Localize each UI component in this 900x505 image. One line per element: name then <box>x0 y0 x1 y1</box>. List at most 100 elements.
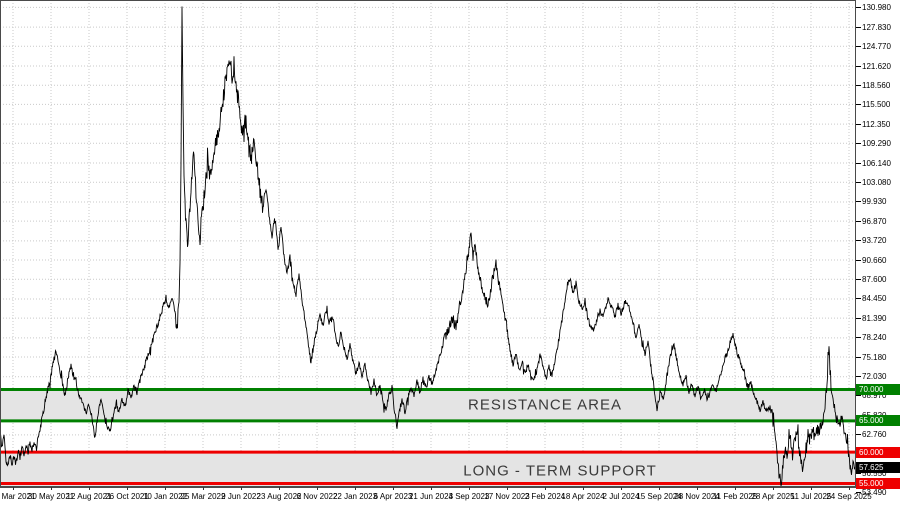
date-tick <box>393 487 394 490</box>
date-axis-label: 11 Jul 2025 <box>790 492 832 501</box>
date-tick <box>735 487 736 490</box>
date-axis-label: 10 Jan 2022 <box>142 492 188 501</box>
date-tick <box>469 487 470 490</box>
date-axis-label: 22 Jan 2023 <box>332 492 378 501</box>
resistance-area-label: RESISTANCE AREA <box>468 396 622 414</box>
date-tick <box>127 487 128 490</box>
resistance-bottom-price-tag[interactable]: 65.000 <box>856 415 900 427</box>
price-axis-label: 78.240 <box>862 333 887 343</box>
date-axis-label: 6 Nov 2022 <box>296 492 338 501</box>
price-axis-panel[interactable] <box>857 0 900 487</box>
date-axis-label: 9 Jun 2022 <box>221 492 261 501</box>
date-tick <box>317 487 318 490</box>
price-tick <box>856 240 861 242</box>
price-tick <box>856 376 861 378</box>
date-tick <box>51 487 52 490</box>
price-tick <box>856 142 861 144</box>
price-tick <box>856 201 861 203</box>
price-tick <box>856 434 861 436</box>
date-tick <box>773 487 774 490</box>
date-axis-label: 23 Aug 2022 <box>256 492 302 501</box>
date-tick <box>355 487 356 490</box>
date-tick <box>849 487 850 490</box>
price-axis-label: 81.390 <box>862 313 887 323</box>
price-tick <box>856 259 861 261</box>
resistance-top-price-tag[interactable]: 70.000 <box>856 384 900 395</box>
resistance-zone <box>0 389 856 421</box>
date-tick <box>697 487 698 490</box>
price-tick <box>856 45 861 47</box>
date-axis-label: 2 Jul 2024 <box>602 492 640 501</box>
price-tick <box>856 317 861 319</box>
price-axis-label: 93.720 <box>862 236 887 246</box>
date-axis-label: 15 Mar 2021 <box>0 492 36 501</box>
price-axis-label: 106.140 <box>862 158 891 168</box>
date-axis-label: 28 Apr 2025 <box>751 492 795 501</box>
price-axis-label: 62.760 <box>862 430 887 440</box>
price-axis-label: 118.560 <box>862 80 891 90</box>
date-axis-label: 12 Aug 2021 <box>66 492 112 501</box>
date-axis-label: 30 May 2021 <box>27 492 75 501</box>
price-axis-label: 121.620 <box>862 61 891 71</box>
price-tick <box>856 6 861 8</box>
price-axis-label: 99.930 <box>862 197 887 207</box>
date-axis-label: 2 Feb 2024 <box>524 492 566 501</box>
date-axis-label: 15 Sep 2024 <box>636 492 682 501</box>
price-tick <box>856 84 861 86</box>
price-axis-label: 112.350 <box>862 119 891 129</box>
price-tick <box>856 65 861 67</box>
price-axis-label: 87.600 <box>862 274 887 284</box>
date-tick <box>89 487 90 490</box>
date-axis-label: 24 Sep 2025 <box>826 492 872 501</box>
support-zone <box>0 452 856 487</box>
price-tick <box>856 123 861 125</box>
price-axis-label: 124.770 <box>862 41 891 51</box>
price-axis-label: 127.830 <box>862 22 891 32</box>
date-tick <box>545 487 546 490</box>
price-tick <box>856 337 861 339</box>
date-axis-label: 18 Apr 2024 <box>561 492 605 501</box>
date-tick <box>621 487 622 490</box>
current-price-tag: 57.625 <box>856 461 900 473</box>
support-bottom-price-tag[interactable]: 55.000 <box>856 478 900 489</box>
price-tick <box>856 395 861 397</box>
price-axis-label: 56.550 <box>862 469 887 479</box>
price-axis-label: 96.870 <box>862 216 887 226</box>
date-axis-label: 28 Nov 2024 <box>674 492 720 501</box>
price-tick <box>856 298 861 300</box>
date-axis-label: 6 Apr 2023 <box>373 492 413 501</box>
support-top-price-tag[interactable]: 60.000 <box>856 446 900 458</box>
date-tick <box>279 487 280 490</box>
date-tick <box>659 487 660 490</box>
date-tick <box>203 487 204 490</box>
price-tick <box>856 492 861 494</box>
price-tick <box>856 220 861 222</box>
price-tick <box>856 181 861 183</box>
price-axis-label: 84.450 <box>862 294 887 304</box>
price-axis-label: 115.500 <box>862 99 891 109</box>
date-tick <box>431 487 432 490</box>
price-tick <box>856 356 861 358</box>
price-axis-label: 53.490 <box>862 488 887 498</box>
price-axis-label: 130.980 <box>862 2 891 12</box>
date-axis-label: 4 Sep 2023 <box>448 492 490 501</box>
date-axis-label: 26 Oct 2021 <box>105 492 149 501</box>
date-axis-label: 25 Mar 2022 <box>180 492 226 501</box>
price-axis-label: 72.030 <box>862 372 887 382</box>
date-tick <box>507 487 508 490</box>
price-tick <box>856 278 861 280</box>
price-axis-label: 90.660 <box>862 255 887 265</box>
price-axis-label: 103.080 <box>862 177 891 187</box>
date-tick <box>13 487 14 490</box>
date-axis-label: 21 Jun 2023 <box>408 492 454 501</box>
date-axis-label: 11 Feb 2025 <box>712 492 758 501</box>
price-tick <box>856 162 861 164</box>
price-tick <box>856 103 861 105</box>
plot-border <box>0 0 856 487</box>
price-tick <box>856 473 861 475</box>
long-term-support-label: LONG - TERM SUPPORT <box>463 462 657 480</box>
date-tick <box>165 487 166 490</box>
date-tick <box>241 487 242 490</box>
